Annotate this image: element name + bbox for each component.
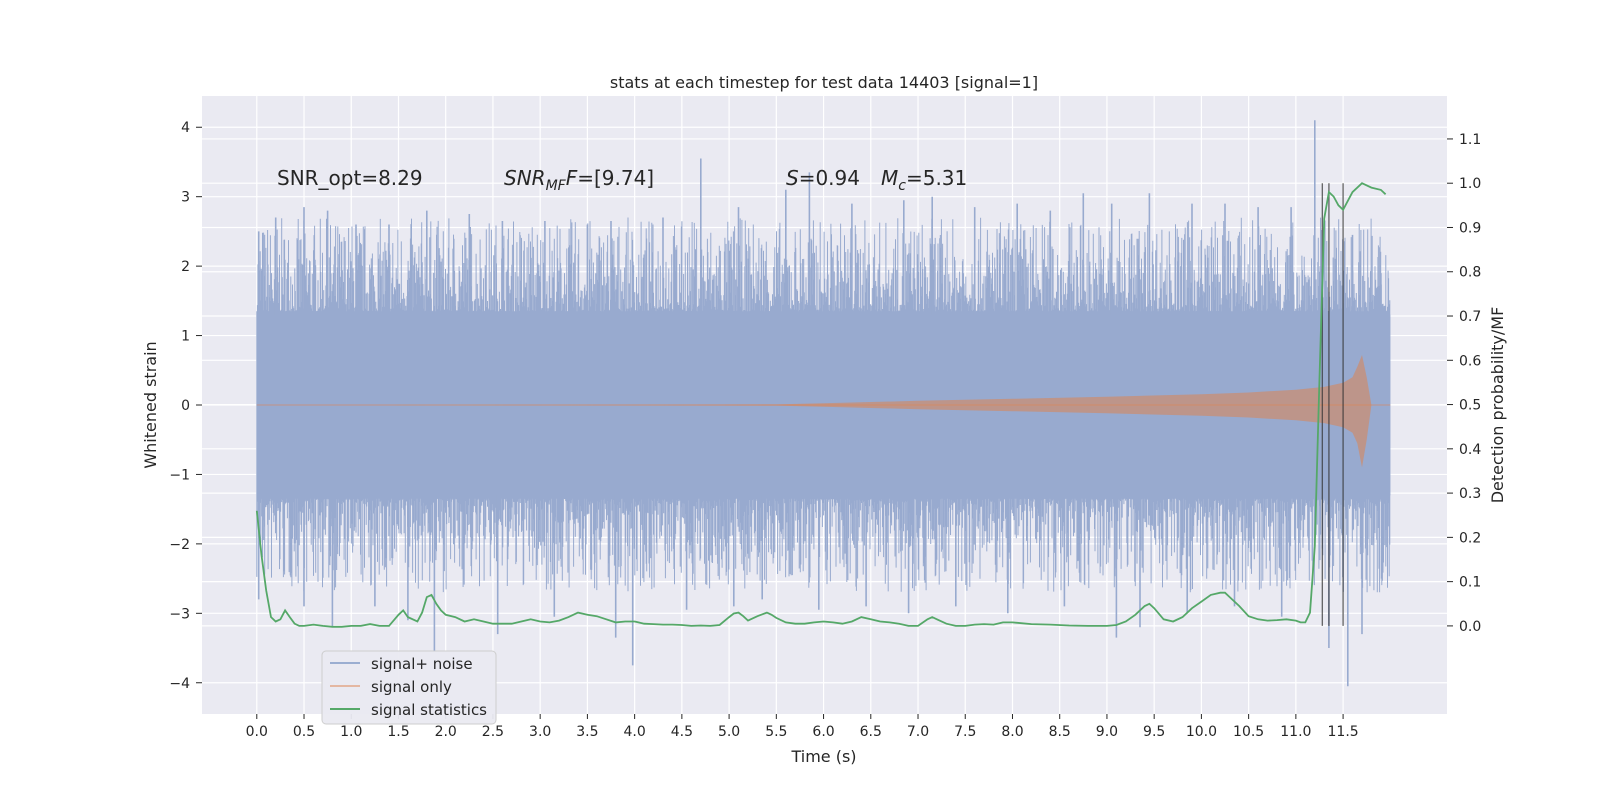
annotation-mc: Mc=5.31 [881, 166, 967, 194]
series-signal-statistics [255, 182, 1387, 628]
y-right-tick-label: 1.1 [1459, 132, 1481, 148]
y-right-tick-label: 0.3 [1459, 486, 1481, 502]
legend-label-signal-statistics: signal statistics [371, 701, 487, 719]
y-tick-label: −4 [169, 676, 190, 692]
y-tick-label: 4 [181, 120, 190, 136]
legend-label-signal-noise: signal+ noise [371, 655, 473, 673]
legend-box [321, 650, 497, 725]
x-tick-label: 2.5 [482, 724, 504, 740]
annotation-snr-opt: SNR_opt=8.29 [277, 166, 423, 190]
chart-title: stats at each timestep for test data 144… [610, 73, 1038, 92]
y-right-tick-label: 0.1 [1459, 575, 1481, 591]
x-tick-label: 0.5 [293, 724, 315, 740]
x-tick-label: 4.5 [671, 724, 693, 740]
x-tick-label: 11.0 [1280, 724, 1311, 740]
x-tick-label: 3.5 [576, 724, 598, 740]
statistics-line [255, 182, 1387, 628]
y-right-tick-label: 0.0 [1459, 619, 1481, 635]
y-right-tick-label: 0.9 [1459, 220, 1481, 236]
x-tick-label: 10.5 [1233, 724, 1264, 740]
x-tick-label: 7.0 [907, 724, 929, 740]
y-tick-label: −1 [169, 467, 190, 483]
y-tick-label: 2 [181, 259, 190, 275]
x-tick-label: 8.5 [1049, 724, 1071, 740]
y-right-tick-label: 0.2 [1459, 530, 1481, 546]
y-axis-right-label: Detection probability/MF [1488, 307, 1507, 504]
y-tick-label: 0 [181, 398, 190, 414]
y-right-tick-label: 0.7 [1459, 309, 1481, 325]
y-axis-right-ticks: 0.0 0.1 0.2 0.3 0.4 0.5 0.6 0.7 0.8 0.9 1.0 1.1 [1447, 132, 1481, 635]
x-tick-label: 6.5 [860, 724, 882, 740]
annotation-s: S=0.94 [786, 166, 860, 190]
x-tick-label: 9.0 [1096, 724, 1118, 740]
x-tick-label: 8.0 [1001, 724, 1023, 740]
noise-spikes [256, 217, 1391, 593]
x-tick-label: 2.0 [435, 724, 457, 740]
y-right-tick-label: 0.4 [1459, 442, 1481, 458]
noise-peaks [257, 120, 1387, 687]
x-tick-label: 7.5 [954, 724, 976, 740]
y-axis-ticks: −4 −3 −2 −1 0 1 2 3 4 [169, 120, 202, 692]
x-tick-label: 1.5 [387, 724, 409, 740]
y-right-tick-label: 0.5 [1459, 398, 1481, 414]
annotation-snr-mf: SNRMFF=[9.74] [504, 166, 654, 194]
legend-label-signal-only: signal only [371, 678, 452, 696]
y-tick-label: −3 [169, 606, 190, 622]
x-axis-label: Time (s) [790, 747, 856, 766]
y-right-tick-label: 1.0 [1459, 176, 1481, 192]
y-tick-label: 1 [181, 329, 190, 345]
x-axis-ticks: 0.0 0.5 1.0 1.5 2.0 2.5 3.0 3.5 4.0 4.5 5.0 5.5 6.0 6… [246, 714, 1359, 740]
y-tick-label: 3 [181, 190, 190, 206]
x-tick-label: 1.0 [340, 724, 362, 740]
y-tick-label: −2 [169, 537, 190, 553]
x-tick-label: 11.5 [1328, 724, 1359, 740]
x-tick-label: 5.5 [765, 724, 787, 740]
x-tick-label: 5.0 [718, 724, 740, 740]
y-axis-label: Whitened strain [141, 341, 160, 468]
x-tick-label: 10.0 [1186, 724, 1217, 740]
y-right-tick-label: 0.8 [1459, 265, 1481, 281]
x-tick-label: 3.0 [529, 724, 551, 740]
x-tick-label: 9.5 [1143, 724, 1165, 740]
series-signal-only [256, 355, 1391, 468]
y-right-tick-label: 0.6 [1459, 353, 1481, 369]
x-tick-label: 6.0 [812, 724, 834, 740]
legend: signal+ noise signal only signal statist… [321, 650, 497, 725]
x-tick-label: 0.0 [246, 724, 268, 740]
x-tick-label: 4.0 [623, 724, 645, 740]
signal-envelope [256, 355, 1372, 468]
